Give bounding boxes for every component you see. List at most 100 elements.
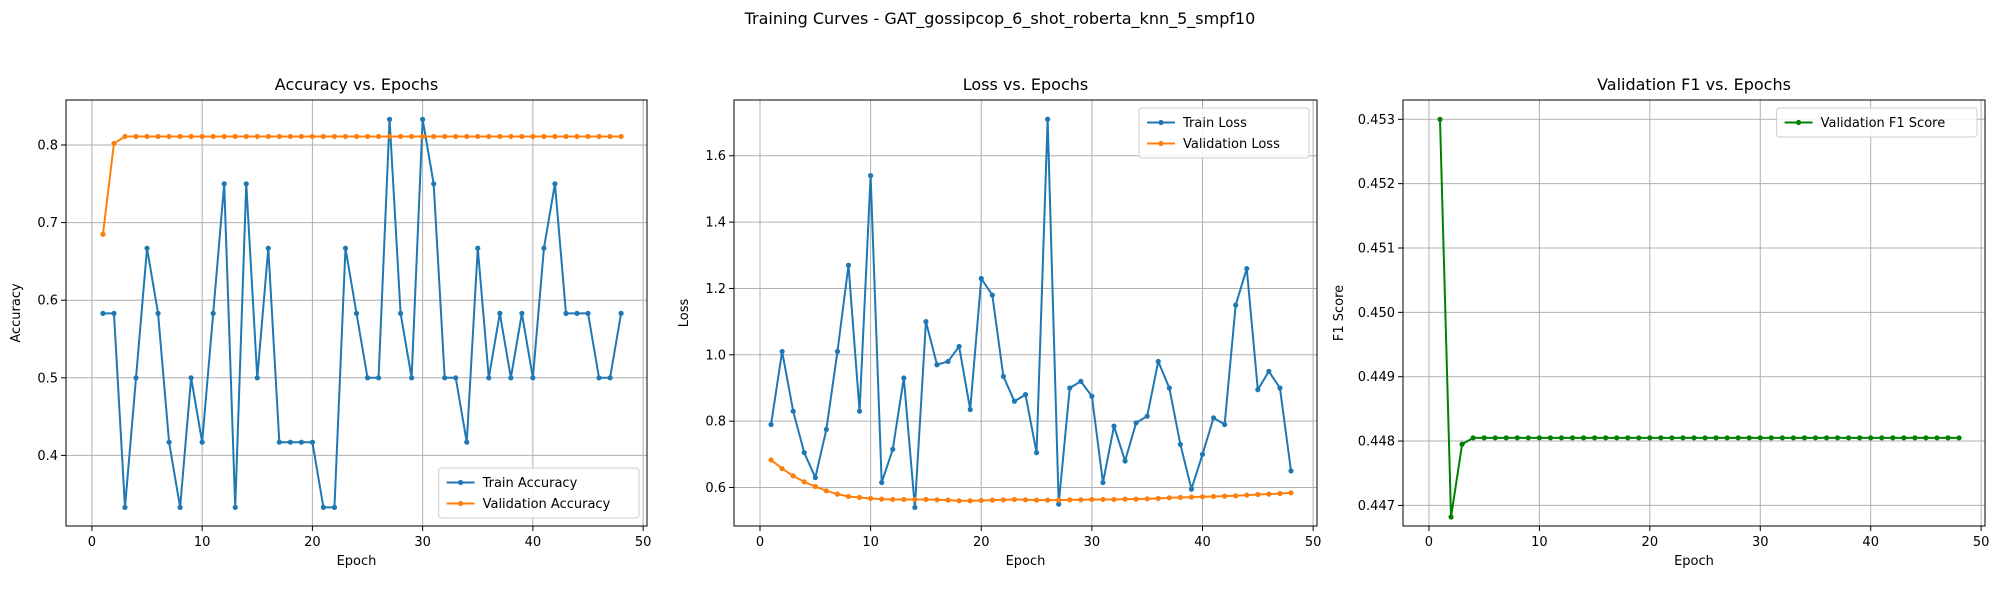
accuracy-data-point xyxy=(276,439,282,445)
accuracy-data-point xyxy=(375,375,382,381)
accuracy-data-point xyxy=(221,181,227,187)
f1-data-point xyxy=(1901,435,1907,441)
loss-data-point xyxy=(1056,501,1062,507)
f1-data-point xyxy=(1746,435,1752,441)
y-tick-label: 1.2 xyxy=(705,282,726,297)
loss-data-point xyxy=(1199,494,1206,500)
loss-series-1 xyxy=(768,457,1294,504)
x-tick-label: 40 xyxy=(1862,535,1879,550)
accuracy-data-point xyxy=(177,133,183,140)
y-tick-label: 0.448 xyxy=(1358,435,1395,450)
legend-item: Train Accuracy xyxy=(446,476,578,491)
accuracy-data-point xyxy=(265,245,271,251)
f1-data-point xyxy=(1437,116,1443,122)
accuracy-data-point xyxy=(375,133,382,140)
loss-data-point xyxy=(1067,385,1073,391)
accuracy-data-point xyxy=(607,133,613,140)
f1-data-point xyxy=(1647,435,1653,441)
accuracy-data-point xyxy=(464,439,470,445)
loss-series-0 xyxy=(768,116,1294,511)
loss-data-point xyxy=(1000,373,1006,379)
y-tick-label: 0.450 xyxy=(1358,306,1395,321)
loss-data-point xyxy=(1000,497,1006,503)
loss-data-point xyxy=(856,494,863,501)
loss-data-point xyxy=(890,496,896,503)
loss-data-point xyxy=(1199,451,1206,457)
x-tick-label: 40 xyxy=(1194,535,1211,550)
loss-chart-title: Loss vs. Epochs xyxy=(963,75,1088,94)
accuracy-data-point xyxy=(596,133,602,140)
f1-data-point xyxy=(1547,435,1554,441)
loss-data-point xyxy=(1210,415,1217,421)
loss-data-point xyxy=(1133,496,1139,502)
f1-data-point xyxy=(1603,435,1609,441)
f1-data-point xyxy=(1934,435,1940,441)
accuracy-data-point xyxy=(353,310,360,316)
x-tick-label: 20 xyxy=(973,535,990,550)
f1-data-point xyxy=(1614,435,1620,441)
loss-data-point xyxy=(1033,450,1040,456)
accuracy-data-point xyxy=(519,133,525,140)
accuracy-grid xyxy=(66,100,647,526)
accuracy-data-point xyxy=(144,133,150,140)
y-tick-label: 1.0 xyxy=(705,348,726,363)
accuracy-data-point xyxy=(541,245,547,251)
accuracy-data-point xyxy=(420,116,426,122)
y-tick-label: 0.452 xyxy=(1358,177,1395,192)
loss-x-axis-label: Epoch xyxy=(1006,554,1046,569)
loss-data-point xyxy=(1244,492,1250,498)
f1-data-point xyxy=(1713,435,1719,441)
f1-data-point xyxy=(1470,435,1476,441)
loss-data-point xyxy=(812,483,818,490)
loss-data-point xyxy=(1266,491,1272,497)
y-tick-label: 0.6 xyxy=(37,294,58,309)
loss-data-point xyxy=(1045,497,1051,503)
loss-data-point xyxy=(1177,441,1183,447)
x-tick-label: 0 xyxy=(1425,535,1433,550)
loss-data-point xyxy=(1188,494,1195,500)
legend-box xyxy=(1138,107,1310,159)
accuracy-data-point xyxy=(442,133,448,140)
legend-swatch-marker xyxy=(458,479,464,486)
loss-data-point xyxy=(1233,493,1239,499)
accuracy-data-point xyxy=(331,504,338,510)
x-tick-label: 50 xyxy=(1305,535,1322,550)
accuracy-data-point xyxy=(210,133,216,140)
loss-data-point xyxy=(923,496,929,503)
y-tick-label: 0.449 xyxy=(1358,370,1395,385)
accuracy-data-point xyxy=(100,231,106,237)
loss-data-point xyxy=(1100,496,1106,503)
legend-item: Validation Accuracy xyxy=(446,497,611,512)
loss-data-point xyxy=(1277,490,1283,497)
loss-data-point xyxy=(901,375,907,381)
f1-data-point xyxy=(1779,435,1785,441)
accuracy-data-point xyxy=(397,133,404,140)
f1-data-point xyxy=(1481,435,1487,441)
loss-data-point xyxy=(823,488,829,494)
y-tick-label: 0.4 xyxy=(37,449,58,464)
accuracy-data-point xyxy=(133,375,139,381)
accuracy-data-point xyxy=(298,133,304,140)
f1-data-point xyxy=(1658,435,1664,441)
accuracy-data-point xyxy=(287,439,293,445)
loss-data-point xyxy=(1089,393,1095,399)
f1-data-point xyxy=(1812,435,1819,441)
legend-item: Validation Loss xyxy=(1147,137,1280,152)
legend-swatch-marker xyxy=(458,500,464,507)
x-tick-label: 10 xyxy=(1531,535,1548,550)
accuracy-data-point xyxy=(541,133,547,140)
y-tick-label: 0.451 xyxy=(1358,242,1395,257)
loss-data-point xyxy=(1056,497,1062,503)
accuracy-data-point xyxy=(585,310,591,316)
accuracy-data-point xyxy=(100,310,106,316)
f1-chart-title: Validation F1 vs. Epochs xyxy=(1597,75,1791,94)
loss-data-point xyxy=(912,504,918,511)
f1-data-point xyxy=(1735,435,1741,441)
loss-data-point xyxy=(1067,497,1073,503)
loss-data-point xyxy=(1244,265,1250,272)
accuracy-data-point xyxy=(309,133,316,140)
accuracy-data-point xyxy=(320,504,327,510)
accuracy-data-point xyxy=(243,133,249,140)
loss-data-point xyxy=(1155,495,1161,502)
